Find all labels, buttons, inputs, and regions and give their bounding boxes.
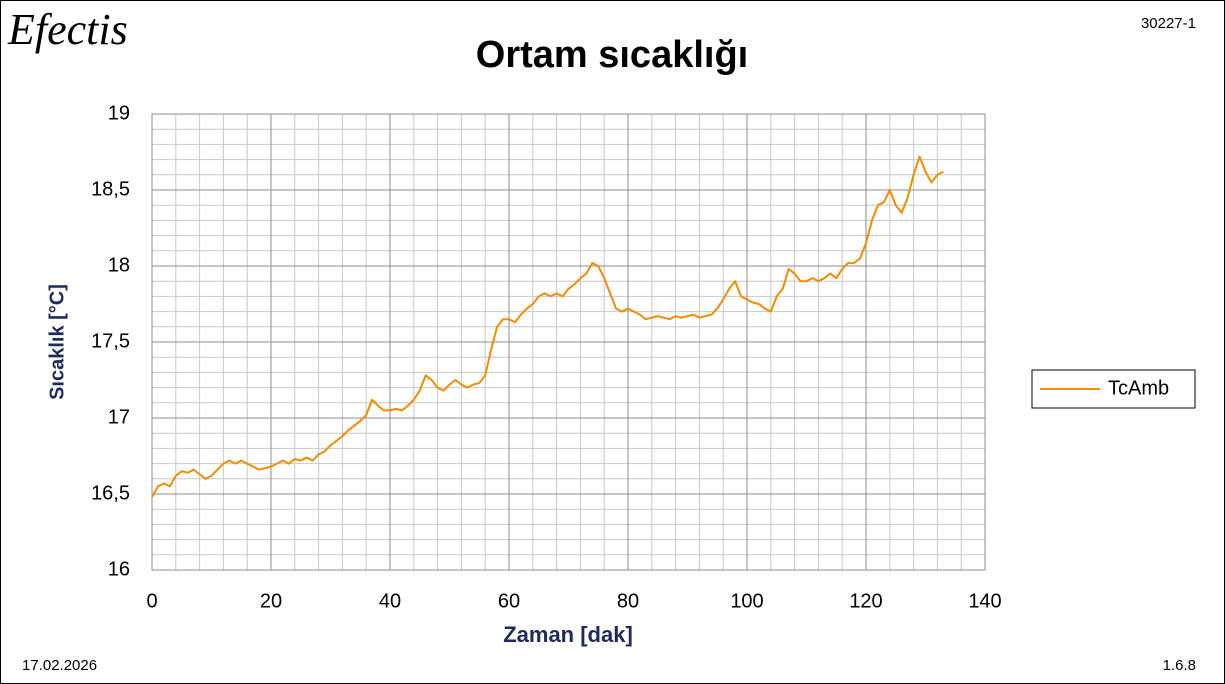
x-tick-label: 140 (968, 590, 1001, 612)
y-axis-label: Sıcaklık [°C] (46, 284, 68, 400)
x-tick-label: 40 (379, 590, 401, 612)
y-tick-label: 18,5 (91, 178, 130, 200)
y-tick-label: 17 (108, 406, 130, 428)
doc-code: 30227-1 (1141, 15, 1196, 32)
x-tick-label: 0 (146, 590, 157, 612)
y-tick-label: 17,5 (91, 330, 130, 352)
plot-border (151, 113, 986, 571)
legend-label: TcAmb (1108, 377, 1169, 399)
x-tick-label: 60 (498, 590, 520, 612)
date: 17.02.2026 (22, 657, 97, 674)
x-tick-label: 20 (260, 590, 282, 612)
series-line (151, 155, 944, 498)
chart-title: Ortam sıcaklığı (476, 34, 748, 76)
x-tick-label: 120 (849, 590, 882, 612)
page-number: 1.6.8 (1163, 657, 1196, 674)
y-tick-label: 19 (108, 102, 130, 124)
x-tick-label: 100 (730, 590, 763, 612)
logo: Efectis (7, 5, 128, 54)
x-axis-label: Zaman [dak] (503, 622, 633, 647)
x-tick-label: 80 (617, 590, 639, 612)
y-tick-label: 16,5 (91, 482, 130, 504)
y-tick-label: 16 (108, 558, 130, 580)
y-tick-label: 18 (108, 254, 130, 276)
